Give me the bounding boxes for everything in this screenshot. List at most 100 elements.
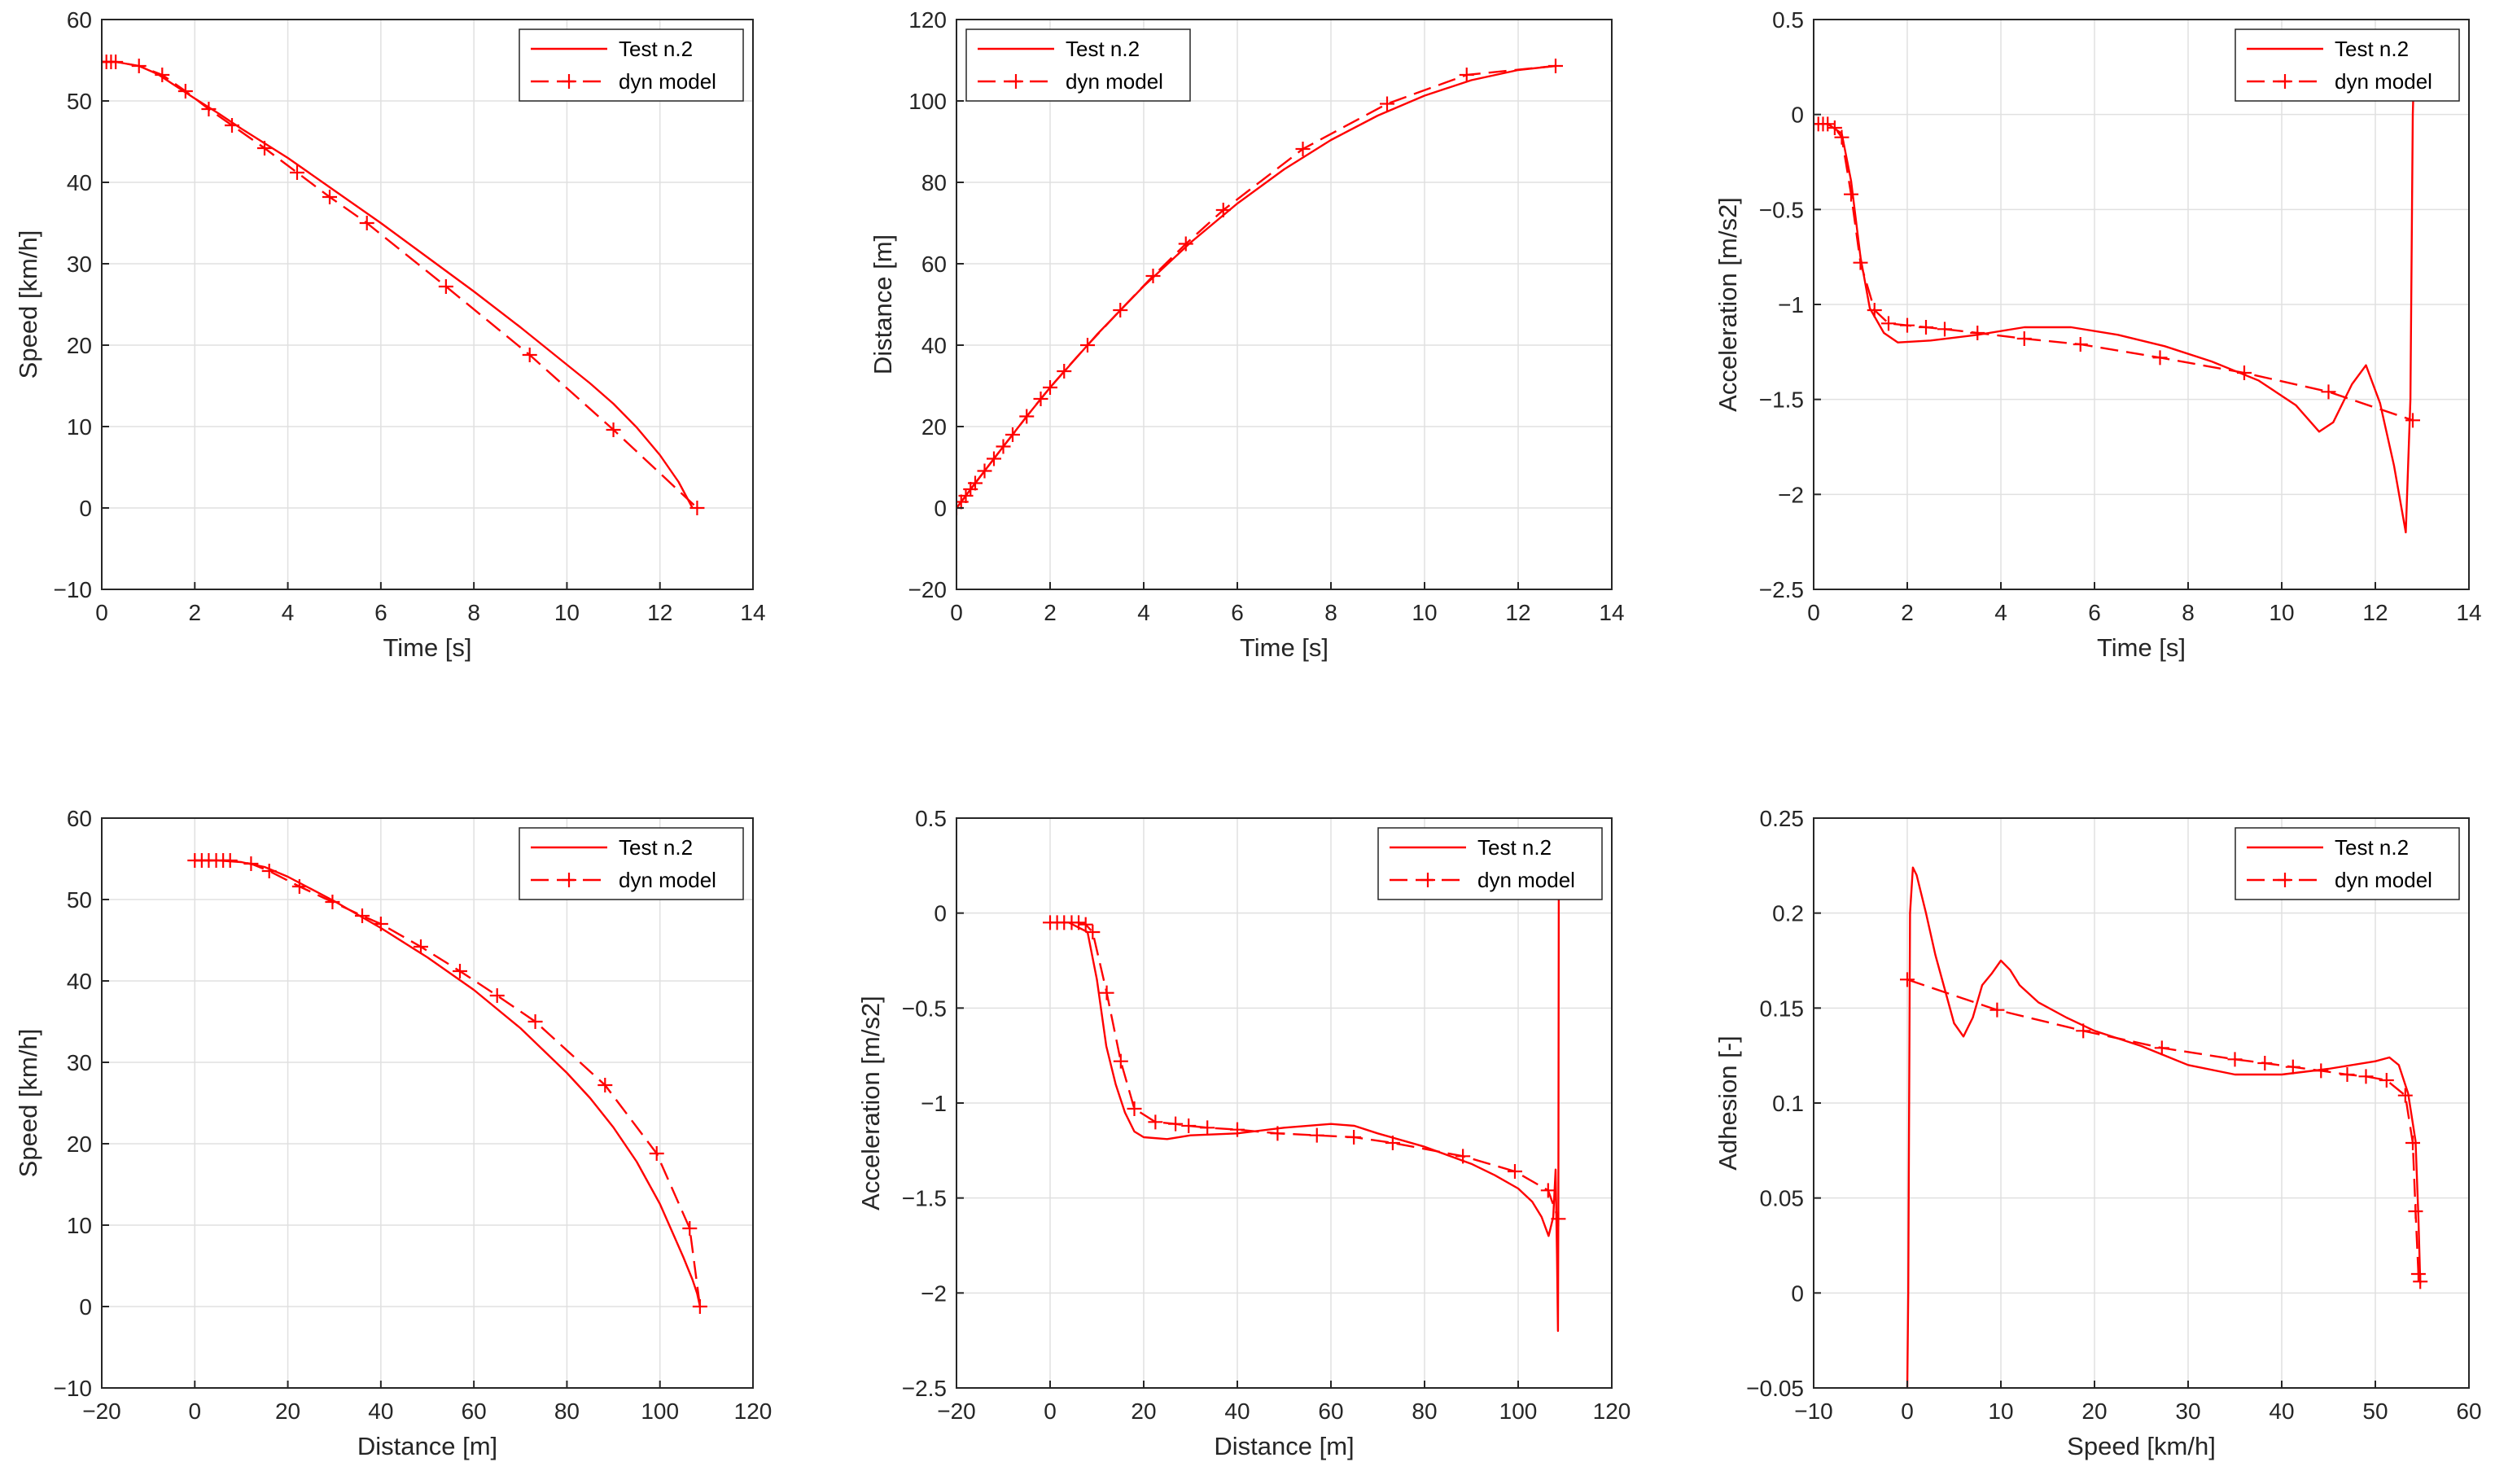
legend-marker	[562, 74, 576, 89]
data-point-marker	[1019, 409, 1035, 424]
legend: Test n.2 dyn model	[2235, 827, 2460, 900]
data-point-marker	[977, 463, 992, 479]
data-point-marker	[2016, 331, 2032, 346]
data-point-marker	[243, 856, 259, 871]
legend-entry-label: Test n.2	[2335, 37, 2409, 61]
x-tick-label: 14	[1599, 600, 1624, 625]
data-point-marker	[1178, 236, 1193, 252]
y-tick-label: 20	[67, 333, 92, 358]
x-tick-label: 80	[1412, 1399, 1437, 1424]
x-tick-label: 40	[2269, 1399, 2294, 1424]
data-point-marker	[355, 908, 370, 923]
data-point-marker	[1033, 392, 1048, 406]
x-axis-label: Time [s]	[1240, 633, 1328, 662]
data-point-marker	[522, 348, 537, 362]
data-point-marker	[131, 59, 147, 73]
x-tick-label: 20	[275, 1399, 300, 1424]
legend-marker	[2278, 74, 2292, 89]
chart-3: 0 2 4 6 8 10 12 14 −2.5 −2 −1.5 −1 −0.5 0 0.5 Time [s] A…	[1714, 7, 2482, 662]
x-tick-label: 6	[1231, 600, 1244, 625]
plot-frame	[101, 19, 754, 590]
data-point-marker	[1548, 59, 1563, 73]
data-point-marker	[2408, 1204, 2423, 1219]
y-axis-label: Speed [km/h]	[14, 1029, 42, 1178]
legend-entry-label: dyn model	[619, 868, 716, 892]
legend-box	[1377, 827, 1603, 900]
legend: Test n.2 dyn model	[1377, 827, 1603, 900]
data-point-marker	[438, 279, 453, 294]
data-point-marker	[2410, 1267, 2426, 1281]
data-point-marker	[1309, 1127, 1324, 1143]
legend: Test n.2 dyn model	[2235, 28, 2460, 102]
legend: Test n.2 dyn model	[519, 827, 744, 900]
legend: Test n.2 dyn model	[519, 28, 744, 102]
x-tick-label: 10	[1988, 1399, 2013, 1424]
series-line-dyn-model	[956, 64, 1556, 509]
legend-box	[2235, 827, 2460, 900]
data-point-marker	[2227, 1052, 2243, 1067]
y-tick-label: −1	[921, 1091, 947, 1116]
x-tick-label: 120	[1593, 1399, 1631, 1424]
legend-marker	[1009, 74, 1023, 89]
data-point-marker	[2076, 1023, 2091, 1039]
y-tick-label: −0.5	[1759, 197, 1804, 222]
x-tick-label: −20	[937, 1399, 976, 1424]
series-group	[1900, 866, 2428, 1388]
series-group	[1814, 28, 2420, 534]
data-point-marker	[996, 439, 1011, 454]
legend-marker	[2278, 873, 2292, 887]
y-axis-label: Speed [km/h]	[14, 230, 42, 379]
y-tick-label: −1.5	[1759, 387, 1804, 413]
data-point-marker	[1989, 1002, 2005, 1018]
series-line-test-n-2	[1050, 827, 1560, 1333]
y-axis-label: Acceleration [m/s2]	[856, 996, 885, 1210]
x-tick-label: 0	[1901, 1399, 1914, 1424]
data-point-marker	[1148, 1114, 1163, 1130]
legend-entry-label: Test n.2	[619, 835, 693, 860]
x-tick-label: 6	[2088, 600, 2101, 625]
data-point-marker	[689, 501, 705, 515]
data-point-marker	[1005, 427, 1020, 442]
x-tick-label: 20	[2081, 1399, 2107, 1424]
data-point-marker	[1181, 1118, 1197, 1133]
y-tick-label: 20	[921, 414, 947, 440]
x-tick-label: 0	[1044, 1399, 1057, 1424]
data-point-marker	[1919, 320, 1933, 335]
y-tick-label: −1.5	[902, 1186, 947, 1211]
data-point-marker	[2397, 1088, 2413, 1103]
data-point-marker	[1127, 1101, 1142, 1116]
x-tick-label: 8	[2182, 600, 2195, 625]
x-tick-label: 0	[95, 600, 108, 625]
data-point-marker	[1113, 303, 1128, 317]
legend-marker	[562, 873, 576, 887]
y-tick-label: 0.1	[1772, 1091, 1804, 1116]
y-tick-label: 0.2	[1772, 901, 1804, 926]
series-line-dyn-model	[1906, 978, 2422, 1282]
data-point-marker	[527, 1014, 543, 1029]
data-point-marker	[1200, 1120, 1215, 1136]
legend-box	[2235, 28, 2460, 102]
data-point-marker	[359, 216, 374, 230]
x-tick-label: 80	[554, 1399, 580, 1424]
x-tick-label: 14	[2456, 600, 2481, 625]
x-tick-label: 60	[462, 1399, 487, 1424]
data-point-marker	[155, 68, 170, 82]
y-tick-label: −0.5	[902, 996, 947, 1021]
y-tick-label: 50	[67, 887, 92, 913]
x-tick-label: 2	[1044, 600, 1057, 625]
legend-entry-label: dyn model	[2335, 868, 2432, 892]
y-tick-label: 80	[921, 170, 947, 195]
x-tick-label: 40	[1224, 1399, 1250, 1424]
data-point-marker	[414, 939, 428, 954]
x-tick-label: 10	[1412, 600, 1437, 625]
y-tick-label: 40	[67, 170, 92, 195]
y-axis-label: Adhesion [-]	[1714, 1035, 1742, 1170]
data-point-marker	[1057, 364, 1072, 379]
data-point-marker	[1820, 116, 1836, 132]
data-point-marker	[1071, 915, 1087, 930]
data-point-marker	[325, 895, 340, 909]
data-point-marker	[1380, 96, 1394, 112]
x-tick-label: 50	[2362, 1399, 2388, 1424]
